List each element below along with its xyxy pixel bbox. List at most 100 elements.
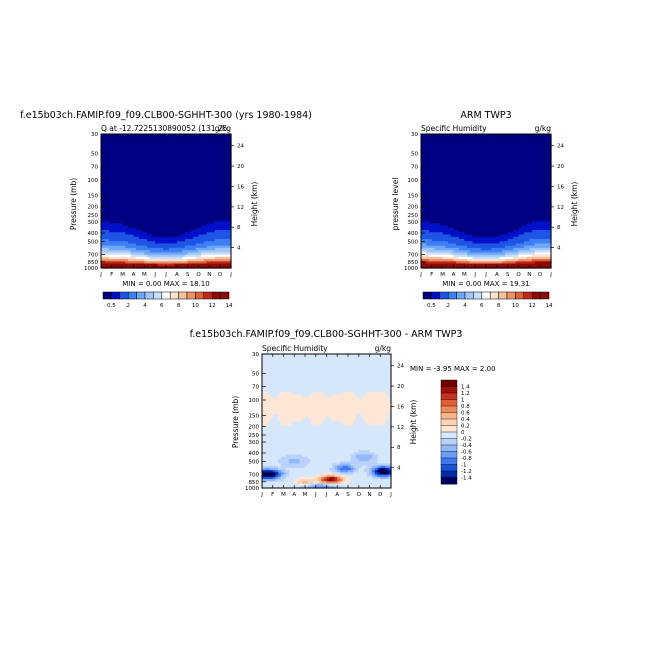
heatmap-cell [442,178,446,182]
heatmap-cell [209,140,213,144]
heatmap-cell [149,180,154,184]
heatmap-cell [171,142,175,146]
heatmap-cell [166,252,170,256]
heatmap-cell [147,198,151,202]
heatmap-cell [439,167,444,171]
heatmap-cell [193,183,197,186]
heatmap-cell [144,201,148,204]
heatmap-cell [138,250,143,253]
heatmap-cell [119,230,124,233]
heatmap-cell [101,256,105,260]
heatmap-cell [222,198,227,202]
heatmap-cell [434,212,438,215]
heatmap-cell [130,183,135,186]
heatmap-cell [429,236,433,240]
heatmap-cell [212,136,216,140]
heatmap-cell [125,259,129,262]
heatmap-cell [431,185,436,189]
heatmap-cell [193,243,197,247]
heatmap-cell [106,227,110,231]
heatmap-cell [152,209,156,213]
heatmap-cell [220,252,224,256]
heatmap-cell [119,196,124,200]
heatmap-cell [448,158,452,162]
heatmap-cell [225,185,229,189]
heatmap-cell [171,207,175,211]
heatmap-cell [222,232,227,236]
heatmap-cell [445,142,449,146]
heatmap-cell [101,185,105,189]
heatmap-cell [222,209,227,213]
colorbar-box [111,291,121,300]
heatmap-cell [160,223,164,227]
heatmap-cell [212,174,216,178]
heatmap-cell [157,230,162,233]
heatmap-cell [448,214,452,218]
heatmap-cell [128,142,132,146]
heatmap-cell [187,214,191,218]
heatmap-cell [103,216,108,220]
heatmap-cell [176,171,181,175]
heatmap-cell [439,169,444,173]
heatmap-cell [423,151,428,155]
heatmap-cell [152,232,156,236]
heatmap-cell [445,167,449,171]
heatmap-cell [214,256,219,260]
heatmap-cell [190,158,194,162]
heatmap-cell [166,201,170,204]
heatmap-cell [445,171,449,175]
heatmap-cell [179,169,183,173]
heatmap-cell [149,254,154,258]
heatmap-cell [429,261,433,265]
heatmap-cell [130,196,135,200]
heatmap-cell [179,167,183,171]
heatmap-cell [198,163,202,166]
heatmap-cell [421,201,425,204]
heatmap-cell [176,216,181,220]
heatmap-cell [217,151,221,155]
heatmap-cell [101,223,105,227]
heatmap-cell [209,259,213,262]
heatmap-cell [171,198,175,202]
heatmap-cell [448,163,452,166]
heatmap-cell [209,254,213,258]
heatmap-cell [176,201,181,204]
heatmap-cell [193,245,197,249]
heatmap-cell [212,241,216,245]
heatmap-cell [111,236,116,240]
heatmap-cell [163,140,167,144]
heatmap-cell [166,245,170,249]
heatmap-cell [445,196,449,200]
heatmap-cell [125,227,129,231]
heatmap-cell [166,225,170,229]
heatmap-cell [206,138,210,142]
heatmap-cell [190,261,194,265]
heatmap-cell [103,259,108,262]
heatmap-cell [168,176,173,180]
heatmap-cell [209,196,213,200]
heatmap-cell [190,243,194,247]
heatmap-cell [198,196,202,200]
heatmap-cell [174,216,178,220]
heatmap-cell [212,140,216,144]
heatmap-cell [101,138,105,142]
heatmap-cell [442,212,446,215]
heatmap-cell [136,167,140,171]
heatmap-cell [168,163,173,166]
heatmap-cell [445,151,449,155]
heatmap-cell [209,147,213,151]
heatmap-cell [448,194,452,198]
heatmap-cell [101,252,105,256]
heatmap-cell [138,149,143,153]
heatmap-cell [157,252,162,256]
heatmap-cell [117,227,121,231]
heatmap-cell [155,178,159,182]
heatmap-cell [439,151,444,155]
heatmap-cell [198,149,202,153]
heatmap-cell [136,230,140,233]
heatmap-cell [114,265,118,269]
heatmap-cell [119,209,124,213]
heatmap-cell [119,189,124,193]
heatmap-cell [103,227,108,231]
heatmap-cell [220,156,224,160]
